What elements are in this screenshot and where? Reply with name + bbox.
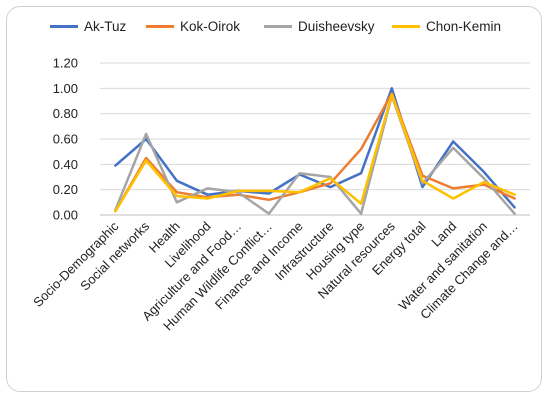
y-tick-label: 1.00 [53, 81, 78, 96]
legend-label-chon-kemin: Chon-Kemin [426, 18, 502, 34]
series-line-ak-tuz [114, 87, 516, 209]
series-line-duisheevsky [114, 94, 516, 215]
legend-label-duisheevsky: Duisheevsky [298, 18, 375, 34]
legend-label-kok-oirok: Kok-Oirok [180, 18, 241, 34]
legend-swatch-duisheevsky [264, 24, 292, 28]
legend-item-ak-tuz: Ak-Tuz [50, 14, 126, 38]
legend-item-chon-kemin: Chon-Kemin [392, 14, 501, 38]
y-tick-label: 0.40 [53, 157, 78, 172]
legend-item-duisheevsky: Duisheevsky [264, 14, 375, 38]
legend-item-kok-oirok: Kok-Oirok [146, 14, 240, 38]
y-tick-label: 0.20 [53, 182, 78, 197]
series-line-chon-kemin [114, 93, 516, 213]
legend-swatch-chon-kemin [392, 24, 420, 28]
series-lines [114, 87, 516, 215]
legend-swatch-ak-tuz [50, 24, 78, 28]
legend-swatch-kok-oirok [146, 24, 174, 28]
series-line-kok-oirok [114, 92, 516, 213]
y-axis-ticks: 0.00 0.20 0.40 0.60 0.80 1.00 1.20 [53, 56, 78, 223]
y-tick-label: 0.60 [53, 132, 78, 147]
y-tick-label: 1.20 [53, 56, 78, 71]
y-tick-label: 0.00 [53, 208, 78, 223]
legend: Ak-Tuz Kok-Oirok Duisheevsky Chon-Kemin [0, 14, 550, 38]
y-tick-label: 0.80 [53, 106, 78, 121]
legend-label-ak-tuz: Ak-Tuz [84, 18, 127, 34]
